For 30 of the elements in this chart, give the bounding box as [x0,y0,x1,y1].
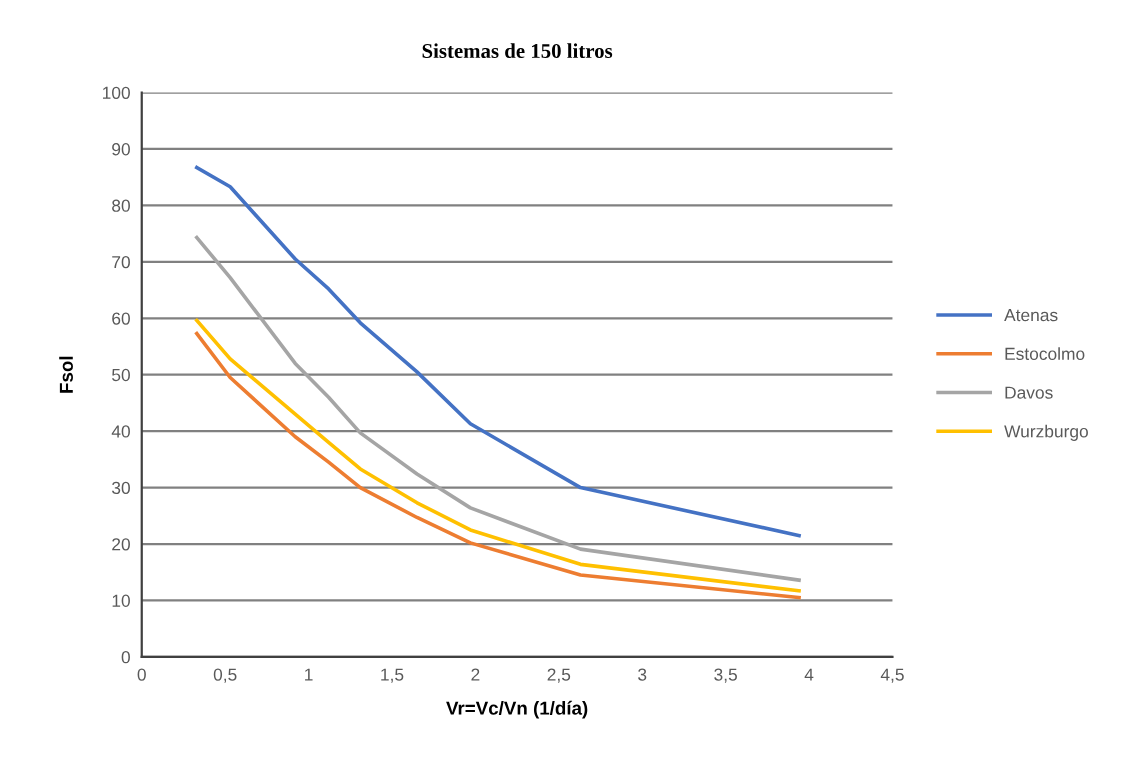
y-tick-label: 90 [112,143,130,156]
x-tick-label: 1 [305,668,313,681]
x-tick-label: 0,5 [213,668,237,683]
y-tick-label: 30 [111,481,130,495]
legend-label: Davos [1005,386,1053,399]
x-tick-label: 3 [638,668,647,681]
y-tick-label: 100 [103,86,130,99]
x-axis-title: Vr=Vc/Vn (1/día) [446,700,588,719]
legend-label: Estocolmo [1005,347,1085,360]
x-tick-label: 0 [137,668,146,681]
x-tick-label: 3,5 [714,668,737,683]
y-tick-label: 70 [112,256,130,269]
y-tick-label: 40 [111,425,130,438]
y-tick-label: 80 [112,199,130,212]
x-tick-label: 2,5 [547,668,571,683]
line-series [194,235,801,582]
x-tick-label: 2 [471,668,480,681]
y-axis-title: Fsol [59,356,73,393]
x-tick-label: 1,5 [381,668,404,683]
x-tick-label: 4 [804,668,814,681]
chart-title: Sistemas de 150 litros [422,43,613,58]
legend-label: Atenas [1004,309,1058,322]
y-tick-label: 50 [112,368,130,382]
y-tick-label: 20 [112,538,130,551]
line-series [194,165,801,538]
y-tick-label: 0 [121,651,130,664]
y-tick-label: 10 [112,594,130,607]
x-tick-label: 4,5 [880,668,904,683]
legend-label: Wurzburgo [1004,424,1088,441]
y-tick-label: 60 [112,312,130,325]
